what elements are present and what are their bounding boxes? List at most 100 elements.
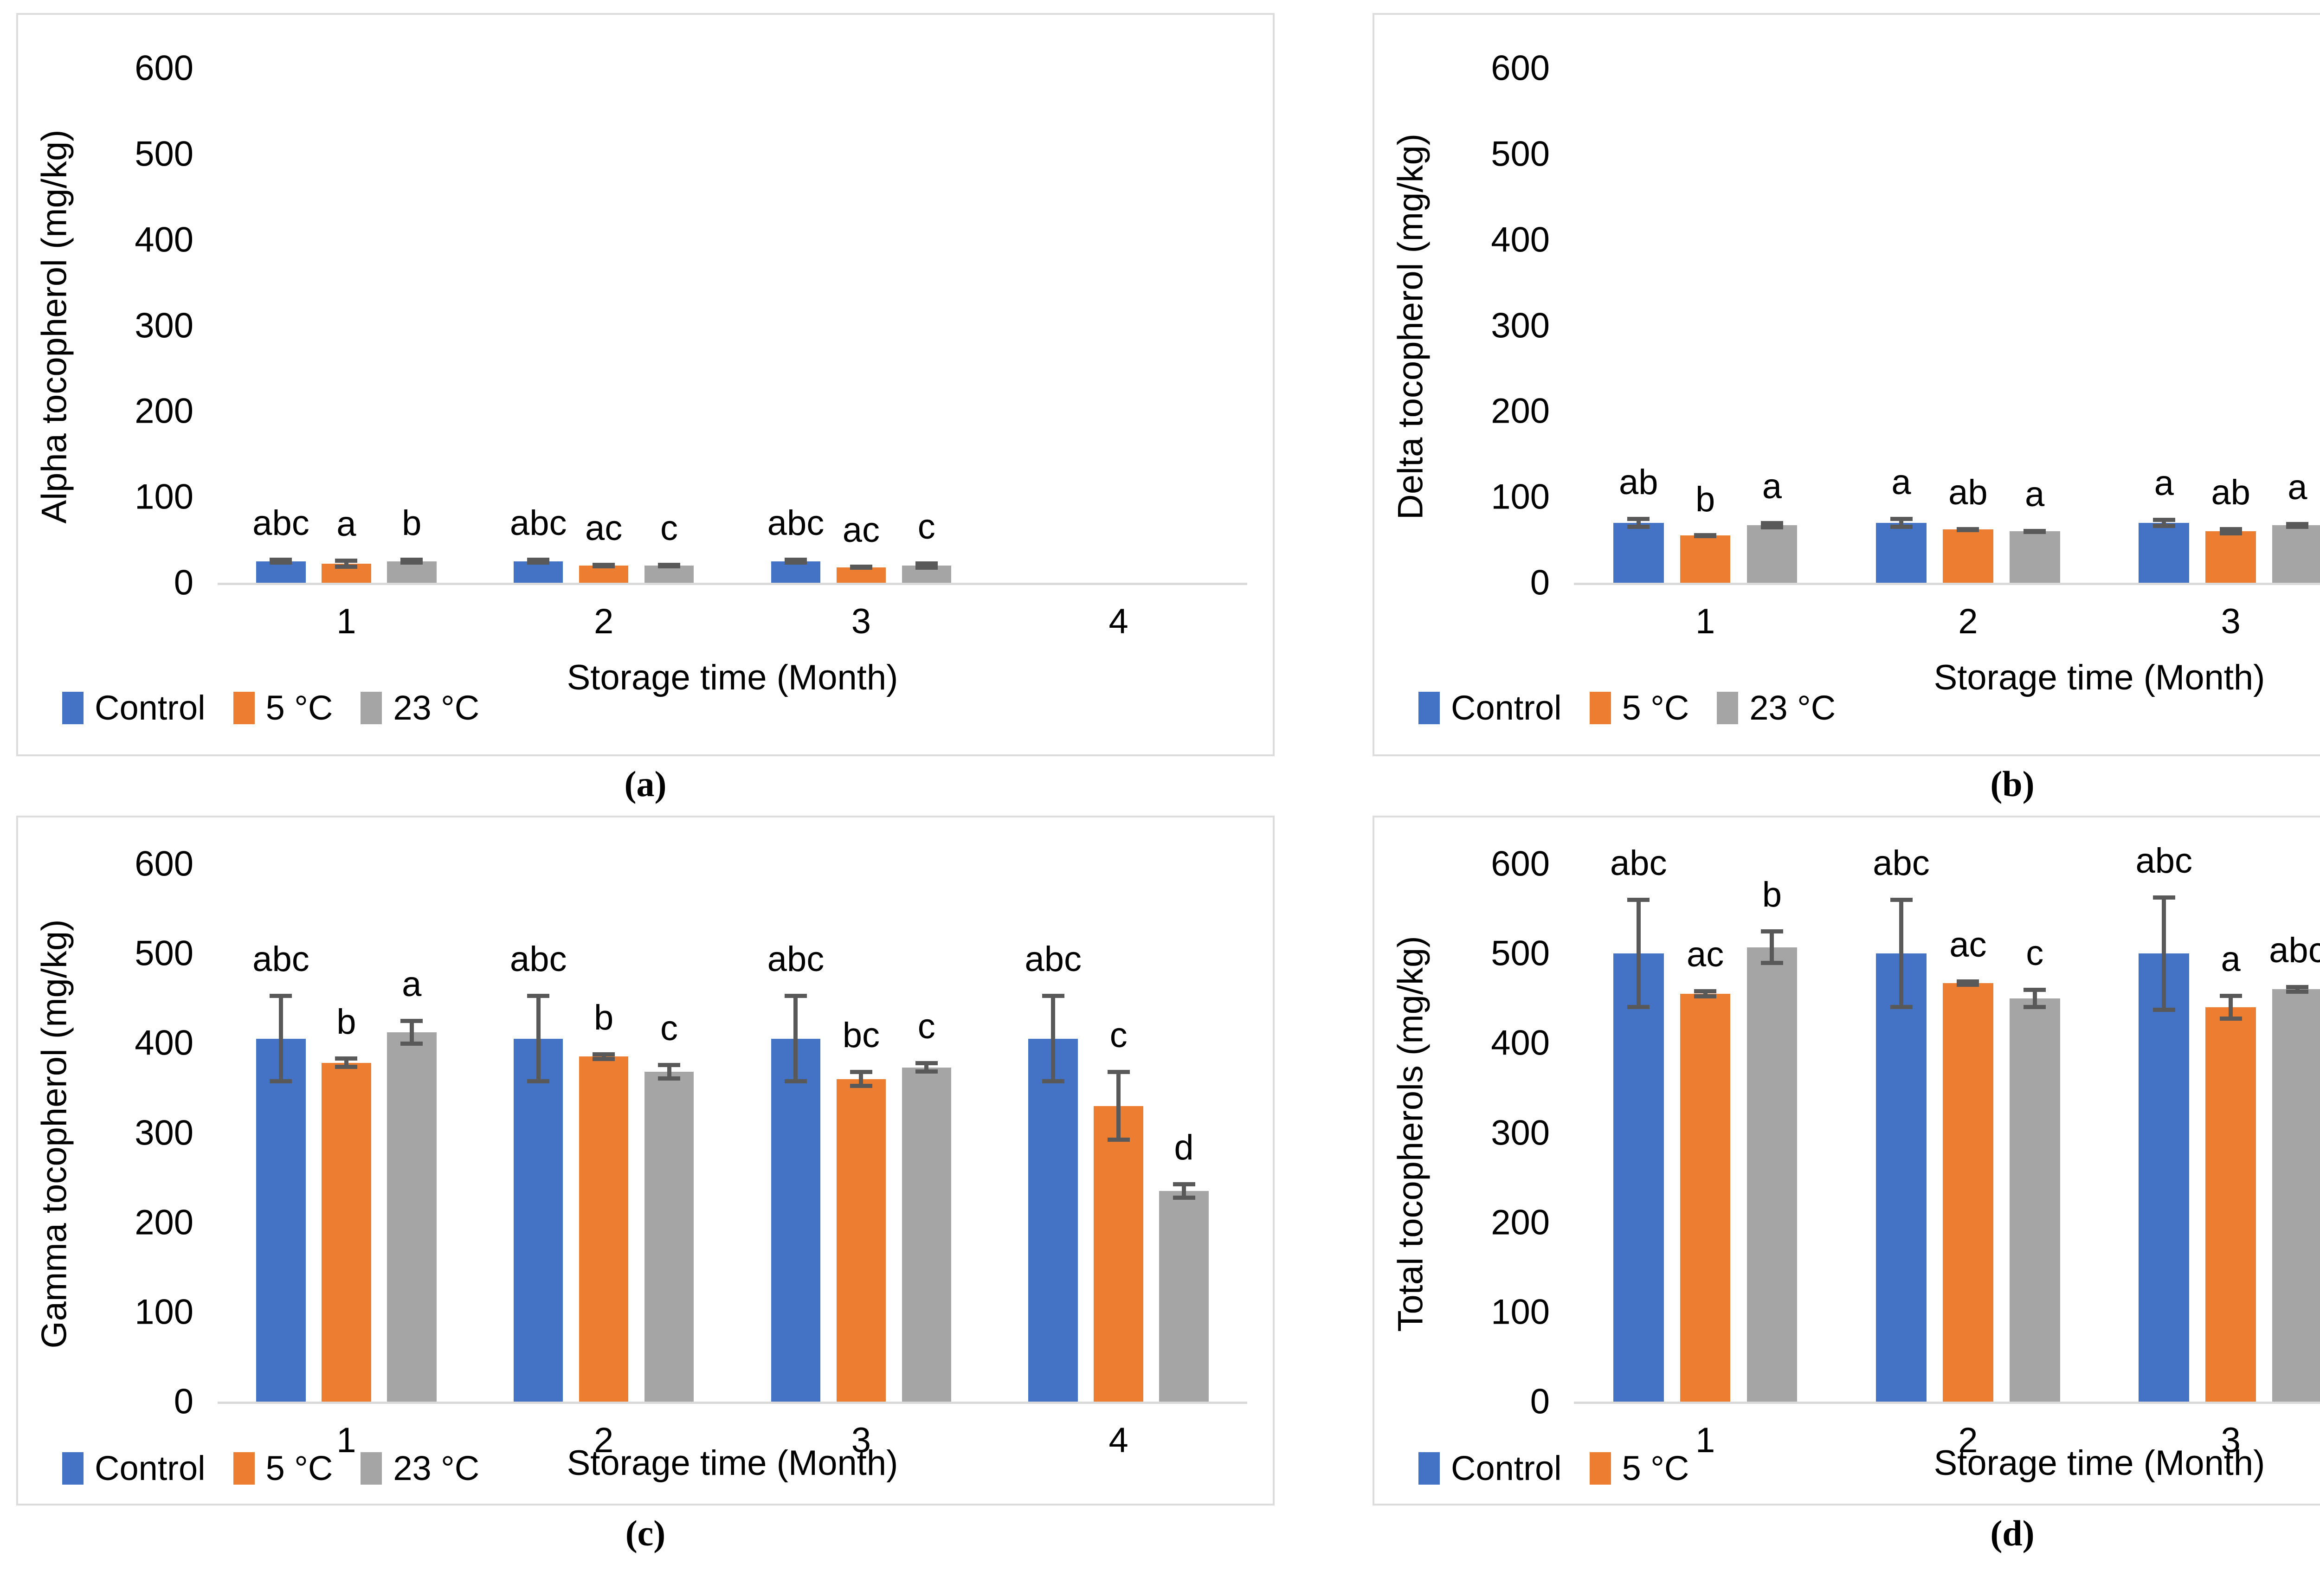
y-tick-label: 600 — [135, 844, 193, 884]
bar-23c-month-3 — [2272, 989, 2320, 1402]
legend: Control 5 °C 23 °C — [1418, 688, 1836, 727]
error-bar — [1957, 979, 1979, 987]
x-tick-label: 3 — [2221, 602, 2241, 641]
error-bar — [1173, 1182, 1195, 1200]
y-tick-label: 300 — [1491, 306, 1550, 345]
significance-letter: c — [917, 507, 935, 547]
significance-letter: c — [1109, 1016, 1128, 1055]
error-bar — [1107, 1070, 1130, 1142]
plot-area: 600 500 400 300 200 100 0 abc abc abc a ac ac b c c — [135, 49, 1247, 603]
legend-item-23c: 23 °C — [361, 1448, 479, 1488]
significance-letter: a — [336, 504, 356, 544]
significance-letter: c — [917, 1006, 935, 1046]
y-tick-label: 500 — [135, 933, 193, 973]
bar-23c-month-2 — [2009, 998, 2060, 1402]
error-bar — [850, 1070, 872, 1088]
legend-swatch — [361, 1452, 382, 1485]
significance-letter: b — [593, 998, 614, 1037]
error-bar — [1627, 898, 1650, 1009]
legend-item-control: Control — [1418, 1448, 1562, 1488]
significance-letter: a — [402, 965, 422, 1004]
error-bar — [1627, 516, 1650, 529]
significance-letter: abc — [252, 503, 309, 543]
caption-c: (c) — [625, 1513, 666, 1553]
legend: Control 5 °C — [1418, 1448, 1689, 1488]
plot-area: 6005004003002001000abcabcabcabacacadbcab… — [1491, 841, 2320, 1422]
legend-label: 5 °C — [1622, 689, 1689, 727]
y-tick-label: 300 — [135, 1113, 193, 1152]
bar-5c-month-2 — [1943, 983, 1993, 1402]
bar-control-month-2 — [1876, 953, 1927, 1402]
error-bar — [784, 994, 807, 1084]
significance-letter: abc — [1873, 843, 1930, 883]
bar-control-month-3 — [2139, 953, 2190, 1402]
significance-letter: abc — [2269, 930, 2320, 970]
y-tick-label: 300 — [135, 306, 193, 345]
x-tick-label: 2 — [1958, 602, 1978, 641]
bar-23c-month-1 — [1746, 525, 1798, 583]
significance-letter: d — [1174, 1127, 1194, 1167]
y-tick-label: 500 — [1491, 933, 1550, 973]
y-tick-label: 100 — [1491, 477, 1550, 517]
legend-swatch — [62, 691, 84, 724]
bar-5c-month-1 — [322, 1062, 371, 1402]
significance-letter: abc — [767, 503, 825, 543]
error-bar — [2152, 895, 2175, 1012]
error-bar — [527, 558, 550, 565]
x-tick-label: 4 — [1108, 1421, 1128, 1460]
error-bar — [1760, 929, 1783, 965]
bar-5c-month-3 — [2205, 531, 2256, 583]
error-bar — [593, 563, 615, 568]
legend-item-5c: 5 °C — [1589, 688, 1689, 727]
y-tick-label: 300 — [1491, 1113, 1550, 1152]
y-tick-label: 200 — [135, 1203, 193, 1242]
error-bar — [2286, 521, 2309, 529]
bar-control-month-1 — [1613, 522, 1664, 583]
significance-letter: abc — [767, 940, 825, 979]
caption-a: (a) — [624, 764, 667, 804]
significance-letter: abc — [1610, 843, 1667, 883]
x-tick-label: 1 — [336, 1421, 356, 1460]
error-bar — [1760, 521, 1783, 530]
bar-23c-month-3 — [2272, 525, 2320, 583]
legend-item-23c: 23 °C — [1717, 688, 1836, 727]
legend-item-5c: 5 °C — [1589, 1448, 1689, 1488]
y-tick-label: 100 — [135, 1292, 193, 1332]
legend-label: 23 °C — [393, 1449, 480, 1487]
error-bar — [1694, 989, 1717, 998]
y-tick-label: 200 — [1491, 1203, 1550, 1242]
bar-5c-month-3 — [836, 567, 886, 583]
bar-control-month-3 — [771, 1038, 821, 1402]
error-bar — [270, 994, 292, 1084]
legend-label: 23 °C — [1749, 689, 1836, 727]
panel-d-cell: Total tocopherols (mg/kg) 600 500 400 300 20… — [1373, 816, 2320, 1561]
y-tick-label: 600 — [1491, 48, 1550, 88]
legend-label: 5 °C — [265, 1449, 333, 1487]
x-tick-label: 1 — [1695, 602, 1715, 641]
legend-label: 5 °C — [1622, 1449, 1689, 1487]
error-bar — [1042, 994, 1064, 1084]
significance-letter: ac — [842, 510, 880, 550]
significance-letter: abc — [509, 940, 567, 979]
y-axis-title: Gamma tocopherol (mg/kg) — [34, 919, 74, 1349]
x-axis-ticks: 1 2 3 4 — [218, 601, 1247, 648]
significance-letter: b — [1695, 479, 1715, 519]
y-tick-label: 0 — [1530, 563, 1550, 603]
panel-c-cell: Gamma tocopherol (mg/kg) 600 500 400 300 200… — [16, 816, 1275, 1561]
bar-5c-month-4 — [1094, 1106, 1143, 1402]
legend-swatch — [1418, 1452, 1440, 1485]
y-axis-title: Delta tocopherol (mg/kg) — [1391, 133, 1431, 520]
significance-letter: ab — [1619, 462, 1658, 502]
error-bar — [850, 565, 872, 570]
x-axis-ticks: 1 2 3 4 — [218, 1420, 1247, 1467]
x-tick-label: 3 — [851, 602, 871, 641]
error-bar — [658, 1062, 681, 1081]
significance-letter: c — [660, 1008, 678, 1048]
legend-swatch — [1589, 691, 1611, 724]
error-bar — [270, 558, 292, 565]
bar-23c-month-1 — [387, 561, 437, 583]
legend-item-control: Control — [62, 1448, 206, 1488]
error-bar — [915, 561, 938, 570]
error-bar — [527, 994, 550, 1084]
significance-letter: a — [1891, 462, 1911, 502]
